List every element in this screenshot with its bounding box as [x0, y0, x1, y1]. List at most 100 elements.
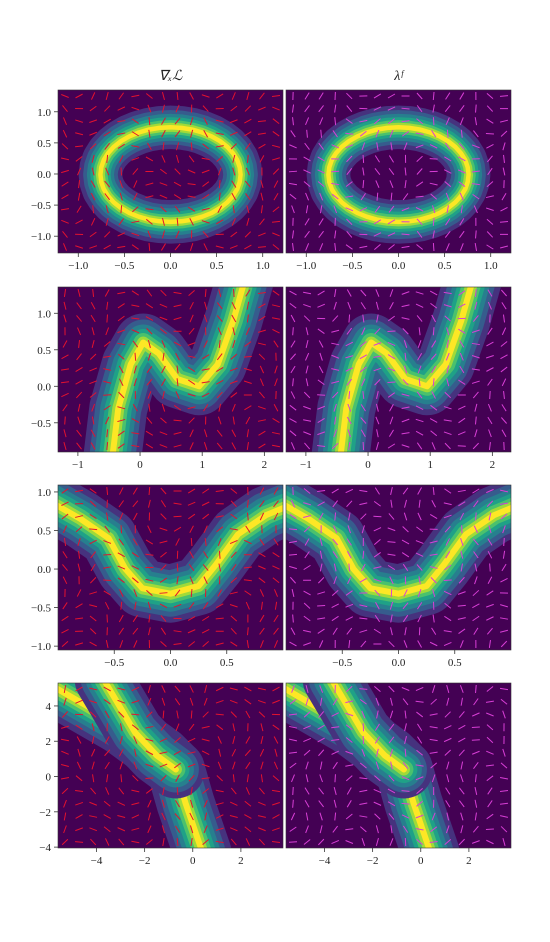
quiver-arrow [61, 615, 69, 622]
quiver-arrow [259, 218, 265, 226]
quiver-arrow [430, 698, 437, 705]
quiver-arrow [63, 684, 67, 694]
quiver-arrow [201, 169, 210, 174]
quiver-arrow [117, 552, 125, 558]
quiver-arrow [231, 563, 237, 572]
quiver-arrow [259, 487, 265, 495]
quiver-arrow [459, 512, 465, 521]
quiver-arrow [346, 168, 353, 175]
quiver-arrow [292, 242, 294, 252]
quiver-arrow [76, 761, 82, 770]
quiver-arrow [148, 129, 151, 138]
quiver-arrow [375, 289, 380, 297]
quiver-arrow [346, 378, 353, 386]
quiver-arrow [417, 723, 423, 731]
quiver-arrow [348, 314, 351, 323]
quiver-arrow [416, 230, 423, 238]
quiver-arrow [387, 541, 396, 543]
quiver-arrow [332, 500, 338, 508]
quiver-arrow [459, 685, 464, 693]
quiver-arrow [273, 340, 279, 348]
quiver-arrow [132, 500, 139, 508]
quiver-arrow [176, 710, 179, 719]
quiver-arrow [503, 537, 505, 547]
quiver-arrow [245, 289, 251, 297]
quiver-arrow [244, 231, 252, 238]
quiver-arrow [334, 104, 337, 113]
quiver-arrow [292, 378, 294, 387]
quiver-arrow [388, 513, 395, 520]
quiver-arrow [118, 218, 125, 226]
quiver-arrow [90, 92, 96, 100]
quiver-arrow [305, 812, 309, 821]
quiver-arrow [61, 711, 69, 718]
quiver-arrow [258, 577, 266, 584]
quiver-arrow [159, 577, 168, 583]
quiver-arrow [145, 750, 154, 756]
quiver-arrow [416, 244, 424, 250]
panel [286, 485, 511, 650]
quiver-arrow [473, 762, 479, 769]
quiver-arrow [319, 640, 324, 648]
quiver-arrow [501, 404, 507, 412]
quiver-arrow [272, 827, 280, 832]
quiver-arrow [304, 551, 310, 559]
quiver-arrow [187, 763, 196, 768]
quiver-arrow [117, 406, 126, 410]
quiver-arrow [346, 627, 353, 635]
quiver-arrow [401, 687, 410, 691]
quiver-arrow [345, 181, 353, 187]
quiver-arrow [473, 205, 478, 214]
quiver-arrow [105, 838, 110, 846]
quiver-arrow [471, 368, 480, 371]
quiver-arrow [75, 93, 83, 99]
quiver-arrow [375, 601, 380, 610]
quiver-arrow [258, 838, 265, 846]
quiver-arrow [429, 840, 438, 844]
quiver-arrow [187, 616, 196, 621]
quiver-arrow [162, 710, 165, 719]
quiver-arrow [131, 94, 140, 98]
quiver-arrow [77, 403, 81, 412]
quiver-arrow [104, 193, 111, 201]
quiver-arrow [60, 208, 70, 211]
quiver-arrow [457, 405, 466, 410]
quiver-arrow [218, 192, 221, 201]
quiver-arrow [486, 616, 494, 621]
quiver-arrow [404, 748, 407, 757]
quiver-arrow [317, 405, 326, 410]
quiver-arrow [488, 525, 492, 534]
quiver-arrow [89, 513, 97, 520]
quiver-arrow [318, 142, 324, 150]
quiver-arrow [334, 512, 337, 521]
quiver-arrow [131, 686, 140, 692]
quiver-arrow [145, 839, 153, 845]
quiver-arrow [175, 230, 180, 239]
quiver-arrow [334, 230, 337, 239]
quiver-arrow [472, 442, 479, 450]
quiver-arrow [457, 591, 466, 595]
quiver-arrow [292, 327, 294, 336]
quiver-arrow [63, 243, 67, 251]
quiver-arrow [271, 444, 281, 448]
quiver-arrow [288, 540, 298, 544]
quiver-arrow [61, 628, 69, 634]
quiver-arrow [485, 195, 494, 199]
quiver-arrow [230, 513, 238, 520]
quiver-arrow [487, 787, 493, 795]
quiver-arrow [63, 314, 67, 323]
quiver-arrow [333, 403, 337, 412]
quiver-arrow [402, 614, 409, 623]
quiver-arrow [145, 156, 154, 162]
quiver-arrow [218, 550, 221, 559]
quiver-arrow [345, 590, 353, 596]
quiver-arrow [471, 342, 480, 346]
quiver-arrow [387, 392, 396, 398]
quiver-arrow [376, 429, 379, 438]
quiver-arrow [176, 217, 179, 226]
quiver-arrow [291, 205, 295, 214]
quiver-arrow [187, 393, 196, 397]
quiver-arrow [162, 352, 165, 361]
quiver-arrow [175, 104, 180, 113]
quiver-arrow [175, 774, 180, 783]
